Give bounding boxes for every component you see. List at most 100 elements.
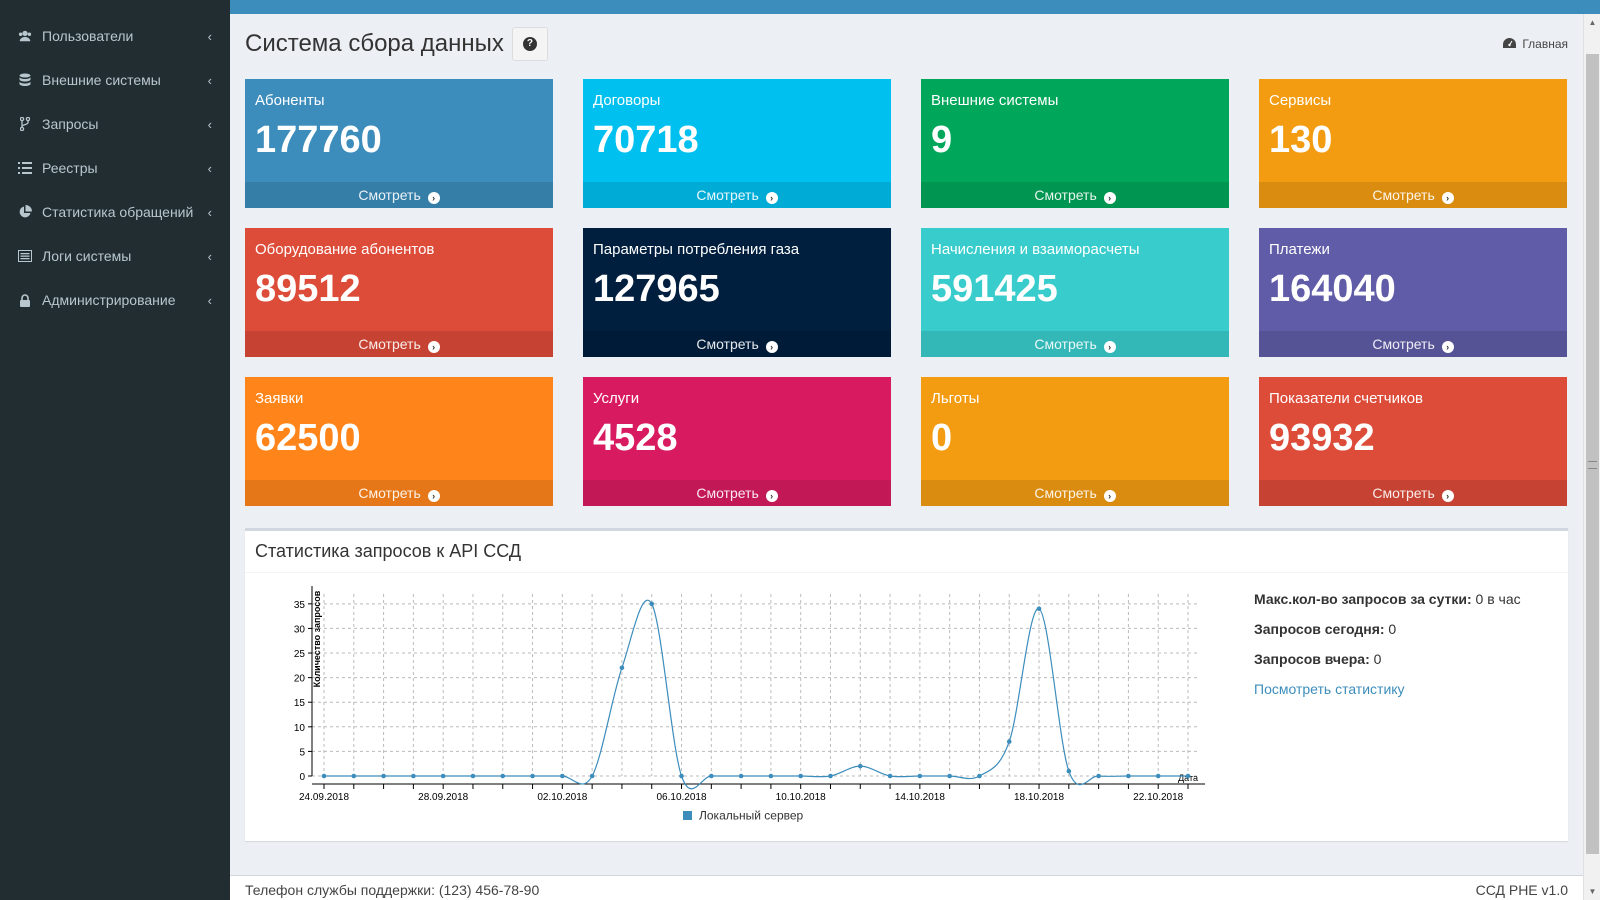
tile-value: 164040 [1269, 268, 1396, 310]
stat-tile: Договоры 70718 Смотреть › [583, 79, 891, 208]
y-tick-label: 15 [294, 698, 306, 709]
stat-tile: Заявки 62500 Смотреть › [245, 377, 553, 506]
tile-value: 62500 [255, 417, 361, 459]
tile-view-link[interactable]: Смотреть › [583, 182, 891, 208]
series-line [323, 599, 1188, 790]
sidebar-item-external-systems[interactable]: Внешние системы ‹ [0, 58, 230, 102]
data-point [1096, 773, 1101, 779]
tile-view-link[interactable]: Смотреть › [921, 331, 1229, 357]
tile-label: Внешние системы [931, 92, 1059, 109]
today-requests-stat: Запросов сегодня: 0 [1254, 614, 1521, 644]
y-axis-label: Количество запросов [312, 590, 322, 687]
tile-view-link[interactable]: Смотреть › [583, 480, 891, 506]
sidebar-item-label: Пользователи [42, 28, 134, 44]
data-point [768, 773, 774, 779]
breadcrumb[interactable]: Главная [1503, 37, 1568, 51]
sidebar-item-requests[interactable]: Запросы ‹ [0, 102, 230, 146]
sidebar-item-request-stats[interactable]: Статистика обращений ‹ [0, 190, 230, 234]
tile-label: Услуги [593, 390, 640, 407]
requests-line-chart: 0 5 10 15 20 25 30 35 24.09.2018 28.09.2018 02.10.… [294, 586, 1205, 823]
tile-label: Оборудование абонентов [255, 241, 435, 258]
scroll-up-arrow-icon[interactable]: ▲ [1588, 18, 1597, 27]
tile-view-link[interactable]: Смотреть › [583, 331, 891, 357]
view-statistics-link[interactable]: Посмотреть статистику [1254, 681, 1405, 697]
x-tick-label: 24.09.2018 [299, 792, 349, 803]
tile-view-link[interactable]: Смотреть › [1259, 480, 1567, 506]
x-tick-label: 18.10.2018 [1014, 792, 1064, 803]
tile-label: Заявки [255, 390, 304, 407]
sidebar-item-label: Запросы [42, 116, 99, 132]
data-point [1126, 773, 1131, 779]
tile-view-link[interactable]: Смотреть › [245, 182, 553, 208]
data-point [440, 773, 446, 779]
tile-link-label: Смотреть [358, 485, 421, 501]
data-point [679, 773, 684, 779]
arrow-circle-right-icon: › [427, 192, 440, 204]
yesterday-requests-value: 0 [1369, 651, 1382, 667]
y-tick-label: 5 [299, 747, 305, 758]
database-icon [18, 73, 32, 87]
page-title: Система сбора данных [245, 30, 504, 57]
data-point [828, 773, 833, 779]
x-tick-label: 02.10.2018 [537, 792, 587, 803]
stat-tile: Абоненты 177760 Смотреть › [245, 79, 553, 208]
stat-tile: Внешние системы 9 Смотреть › [921, 79, 1229, 208]
arrow-circle-right-icon: › [1441, 192, 1454, 204]
chevron-left-icon: ‹ [207, 204, 212, 220]
chevron-left-icon: ‹ [207, 116, 212, 132]
arrow-circle-right-icon: › [765, 341, 778, 353]
code-fork-icon [18, 117, 32, 131]
tile-value: 93932 [1269, 417, 1375, 459]
tile-value: 0 [931, 417, 953, 459]
tile-link-label: Смотреть [696, 187, 759, 203]
sidebar-item-system-logs[interactable]: Логи системы ‹ [0, 234, 230, 278]
breadcrumb-home[interactable]: Главная [1522, 37, 1568, 51]
tile-label: Договоры [593, 92, 661, 109]
data-point [649, 601, 655, 607]
legend-label: Локальный сервер [699, 809, 804, 823]
tile-view-link[interactable]: Смотреть › [245, 480, 553, 506]
tile-value: 70718 [593, 119, 699, 161]
data-point [1006, 739, 1012, 744]
tile-view-link[interactable]: Смотреть › [1259, 182, 1567, 208]
tile-value: 9 [931, 119, 953, 161]
sidebar-item-label: Логи системы [42, 248, 132, 264]
tile-link-label: Смотреть [1034, 485, 1097, 501]
arrow-circle-right-icon: › [427, 490, 440, 502]
arrow-circle-right-icon: › [427, 341, 440, 353]
tile-view-link[interactable]: Смотреть › [921, 480, 1229, 506]
data-point [1185, 773, 1191, 779]
tile-value: 89512 [255, 268, 361, 310]
tile-view-link[interactable]: Смотреть › [1259, 331, 1567, 357]
max-requests-label: Макс.кол-во запросов за сутки: [1254, 591, 1472, 607]
tile-label: Параметры потребления газа [593, 241, 800, 258]
scrollbar-thumb[interactable] [1586, 54, 1599, 854]
tile-view-link[interactable]: Смотреть › [245, 331, 553, 357]
stat-tile: Оборудование абонентов 89512 Смотреть › [245, 228, 553, 357]
help-button[interactable]: ? [511, 27, 548, 61]
stat-tile: Начисления и взаиморасчеты 591425 Смотреть… [921, 228, 1229, 357]
data-point [411, 773, 416, 779]
tile-value: 127965 [593, 268, 720, 310]
legend-swatch [683, 811, 692, 820]
vertical-scrollbar[interactable]: ▲ ▼ [1583, 14, 1600, 900]
tile-label: Сервисы [1269, 92, 1332, 109]
tile-link-label: Смотреть [696, 336, 759, 352]
sidebar-item-registries[interactable]: Реестры ‹ [0, 146, 230, 190]
y-tick-label: 10 [294, 723, 306, 734]
tile-link-label: Смотреть [1372, 187, 1435, 203]
dashboard-icon [1503, 37, 1517, 51]
yesterday-requests-label: Запросов вчера: [1254, 651, 1370, 667]
y-tick-label: 0 [299, 772, 305, 783]
chevron-left-icon: ‹ [207, 28, 212, 44]
tile-link-label: Смотреть [696, 485, 759, 501]
sidebar-item-users[interactable]: Пользователи ‹ [0, 14, 230, 58]
sidebar-item-administration[interactable]: Администрирование ‹ [0, 278, 230, 322]
content-header: Система сбора данных ? [245, 27, 548, 61]
tile-view-link[interactable]: Смотреть › [921, 182, 1229, 208]
chevron-left-icon: ‹ [207, 248, 212, 264]
sidebar: Пользователи ‹ Внешние системы ‹ Запросы… [0, 0, 230, 900]
stat-tile: Платежи 164040 Смотреть › [1259, 228, 1567, 357]
arrow-circle-right-icon: › [765, 192, 778, 204]
scroll-down-arrow-icon[interactable]: ▼ [1588, 887, 1597, 896]
